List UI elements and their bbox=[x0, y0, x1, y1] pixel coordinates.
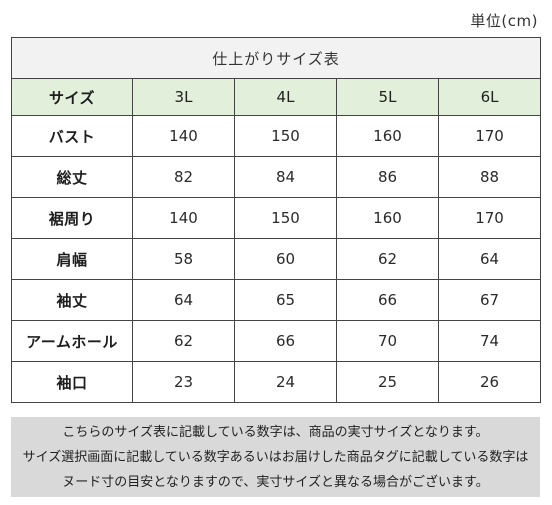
row-value: 23 bbox=[132, 361, 235, 403]
table-row: 肩幅 58 60 62 64 bbox=[11, 238, 542, 280]
row-value: 74 bbox=[437, 320, 542, 362]
row-value: 84 bbox=[234, 156, 337, 198]
row-label: アームホール bbox=[11, 320, 133, 362]
row-value: 60 bbox=[234, 238, 337, 280]
row-value: 140 bbox=[132, 197, 235, 239]
table-header-row: サイズ 3L 4L 5L 6L bbox=[11, 78, 542, 116]
header-size-5l: 5L bbox=[336, 78, 439, 116]
row-value: 62 bbox=[336, 238, 439, 280]
table-title: 仕上がりサイズ表 bbox=[10, 37, 542, 79]
row-value: 62 bbox=[132, 320, 235, 362]
row-value: 66 bbox=[234, 320, 337, 362]
row-value: 26 bbox=[437, 361, 542, 403]
row-value: 64 bbox=[132, 279, 235, 321]
header-size-label: サイズ bbox=[11, 78, 133, 116]
header-size-6l: 6L bbox=[437, 78, 542, 116]
table-row: 裾周り 140 150 160 170 bbox=[11, 197, 542, 239]
row-value: 82 bbox=[132, 156, 235, 198]
header-size-4l: 4L bbox=[234, 78, 337, 116]
row-label: バスト bbox=[11, 115, 133, 157]
row-value: 140 bbox=[132, 115, 235, 157]
row-label: 袖口 bbox=[11, 361, 133, 403]
row-label: 袖丈 bbox=[11, 279, 133, 321]
row-value: 160 bbox=[336, 115, 439, 157]
row-value: 58 bbox=[132, 238, 235, 280]
unit-label: 単位(cm) bbox=[470, 12, 538, 30]
row-label: 総丈 bbox=[11, 156, 133, 198]
row-value: 24 bbox=[234, 361, 337, 403]
size-note-box: こちらのサイズ表に記載している数字は、商品の実寸サイズとなります。 サイズ選択画… bbox=[11, 417, 540, 497]
row-value: 65 bbox=[234, 279, 337, 321]
size-table: 仕上がりサイズ表 サイズ 3L 4L 5L 6L バスト 140 150 160… bbox=[10, 37, 542, 403]
row-value: 70 bbox=[336, 320, 439, 362]
row-label: 肩幅 bbox=[11, 238, 133, 280]
row-value: 170 bbox=[437, 197, 542, 239]
row-value: 170 bbox=[437, 115, 542, 157]
note-line: こちらのサイズ表に記載している数字は、商品の実寸サイズとなります。 bbox=[62, 424, 489, 440]
row-value: 86 bbox=[336, 156, 439, 198]
row-value: 150 bbox=[234, 115, 337, 157]
row-value: 150 bbox=[234, 197, 337, 239]
table-row: バスト 140 150 160 170 bbox=[11, 115, 542, 157]
table-row: アームホール 62 66 70 74 bbox=[11, 320, 542, 362]
table-row: 総丈 82 84 86 88 bbox=[11, 156, 542, 198]
row-value: 67 bbox=[437, 279, 542, 321]
row-value: 66 bbox=[336, 279, 439, 321]
row-value: 160 bbox=[336, 197, 439, 239]
header-size-3l: 3L bbox=[132, 78, 235, 116]
table-row: 袖丈 64 65 66 67 bbox=[11, 279, 542, 321]
row-value: 25 bbox=[336, 361, 439, 403]
row-value: 64 bbox=[437, 238, 542, 280]
note-line: サイズ選択画面に記載している数字あるいはお届けした商品タグに記載している数字は bbox=[22, 449, 529, 465]
row-label: 裾周り bbox=[11, 197, 133, 239]
table-row: 袖口 23 24 25 26 bbox=[11, 361, 542, 403]
table-title-row: 仕上がりサイズ表 bbox=[10, 37, 542, 79]
row-value: 88 bbox=[437, 156, 542, 198]
note-line: ヌード寸の目安となりますので、実寸サイズと異なる場合がございます。 bbox=[62, 474, 489, 490]
